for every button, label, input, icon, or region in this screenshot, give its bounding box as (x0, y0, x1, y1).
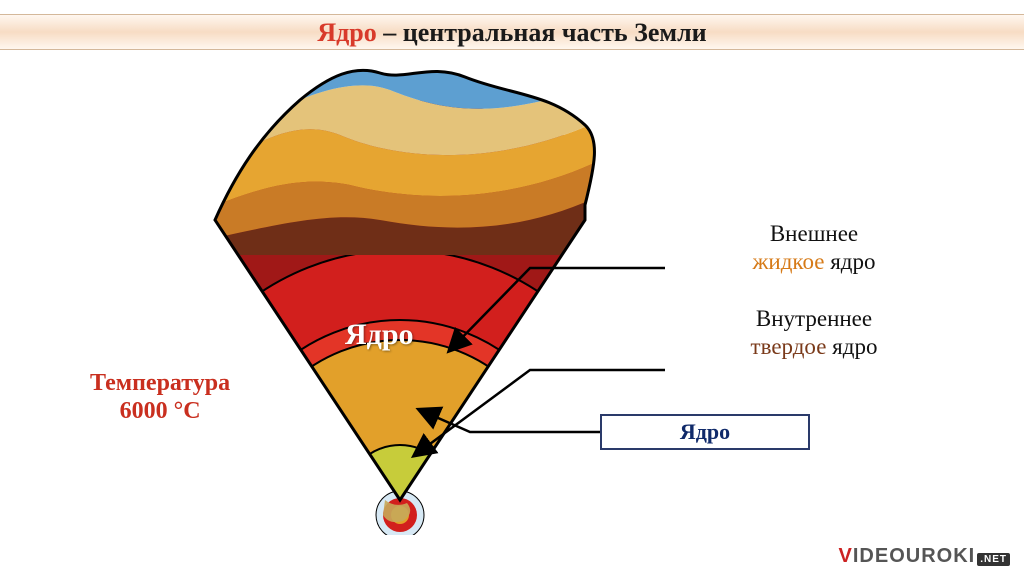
title-core-word: Ядро (317, 18, 376, 47)
callout-outer-tail: ядро (824, 249, 875, 274)
core-box-label: Ядро (680, 419, 730, 444)
earth-wedge-diagram (180, 55, 620, 535)
callout-inner-tail: ядро (826, 334, 877, 359)
temperature-line1: Температура (90, 370, 230, 398)
temperature-line2: 6000 °С (90, 398, 230, 426)
wedge-layers (180, 55, 620, 535)
title-rest: центральная часть Земли (403, 18, 707, 47)
title-bar: Ядро – центральная часть Земли (0, 14, 1024, 50)
callout-outer-accent: жидкое (753, 249, 825, 274)
watermark-brand: IDEOUROKI (853, 545, 975, 567)
callout-outer-core: Внешнее жидкое ядро (664, 220, 964, 275)
watermark-tld: .NET (977, 553, 1010, 566)
callout-inner-accent: твердое (751, 334, 827, 359)
watermark: VIDEOUROKI.NET (839, 545, 1010, 568)
core-box: Ядро (600, 414, 810, 450)
callout-inner-core: Внутреннее твердое ядро (664, 305, 964, 360)
callout-outer-line1: Внешнее (770, 221, 858, 246)
title-dash: – (377, 18, 403, 47)
callouts: Внешнее жидкое ядро Внутреннее твердое я… (664, 220, 964, 390)
temperature-label: Температура 6000 °С (90, 370, 230, 425)
watermark-v: V (839, 545, 853, 567)
callout-inner-line1: Внутреннее (756, 306, 872, 331)
